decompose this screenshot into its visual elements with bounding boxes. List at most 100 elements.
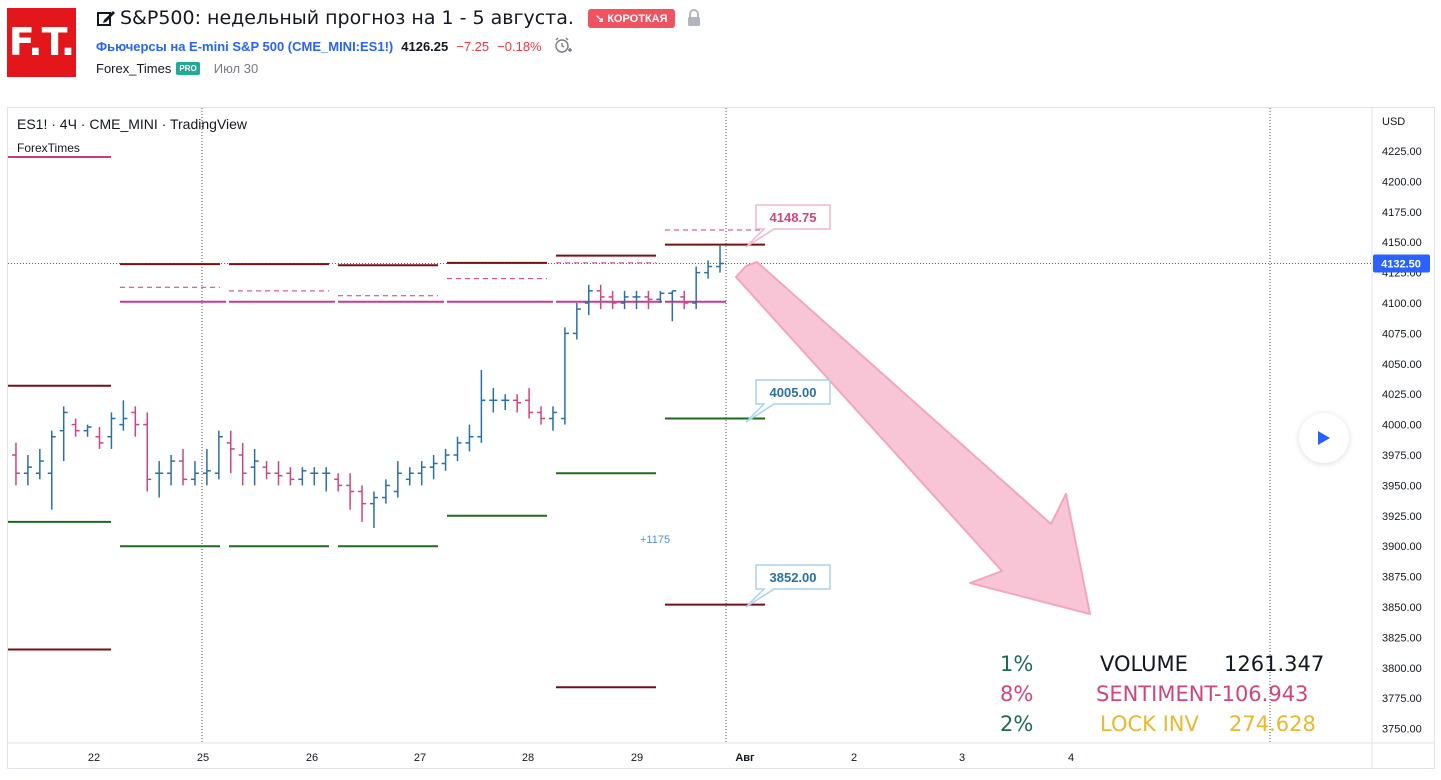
last-price-badge-text: 4132.50	[1381, 258, 1421, 270]
ohlc-bar	[11, 442, 20, 486]
forecast-arrow-shape	[735, 261, 1091, 615]
ohlc-bar	[35, 448, 44, 480]
stat-label: SENTIMENT	[1096, 682, 1218, 706]
ohlc-bar	[716, 244, 725, 273]
ohlc-bar	[298, 467, 307, 486]
author-name[interactable]: Forex_Times	[96, 61, 172, 76]
currency-label: USD	[1382, 116, 1405, 128]
last-price: 4126.25	[401, 38, 449, 54]
price-tick-label: 4025.00	[1382, 389, 1422, 401]
chart-frame[interactable]	[7, 107, 1435, 769]
ohlc-bar	[680, 290, 689, 310]
ohlc-bar	[608, 290, 617, 310]
short-badge: ↘ КОРОТКАЯ	[587, 8, 675, 28]
price-callout: 4148.75	[745, 204, 831, 248]
time-tick-label: 26	[306, 752, 318, 764]
ohlc-bar	[620, 290, 629, 310]
stat-percent: 1%	[1000, 652, 1034, 676]
play-button[interactable]	[1299, 413, 1349, 463]
time-tick-label: 22	[88, 752, 100, 764]
ohlc-bar	[417, 461, 426, 486]
ohlc-bar	[441, 448, 450, 471]
alarm-icon[interactable]	[554, 37, 572, 55]
chart-legend-indicator[interactable]: ForexTimes	[17, 141, 80, 155]
ohlc-bar	[596, 284, 605, 310]
ohlc-bar	[369, 491, 378, 528]
symbol-row: Фьючерсы на E-mini S&P 500 (CME_MINI:ES1…	[96, 37, 572, 55]
price-tick-label: 3825.00	[1382, 632, 1422, 644]
price-tick-label: 3750.00	[1382, 724, 1422, 736]
ohlc-bar	[71, 418, 80, 437]
idea-title: S&P500: недельный прогноз на 1 - 5 авгус…	[120, 7, 574, 29]
ohlc-bar	[560, 327, 569, 425]
ohlc-bar	[453, 436, 462, 462]
ohlc-bar	[59, 406, 68, 462]
stat-percent: 8%	[1000, 682, 1034, 706]
callout-text: 4005.00	[770, 385, 817, 400]
level-lines	[8, 156, 765, 689]
chart-legend-symbol[interactable]: ES1! · 4Ч · CME_MINI · TradingView	[17, 116, 248, 132]
stat-label: VOLUME	[1100, 652, 1188, 676]
ohlc-bar	[107, 412, 116, 449]
ohlc-bar	[668, 290, 677, 322]
idea-edit-icon	[96, 8, 116, 28]
ohlc-bar	[322, 467, 331, 492]
time-axis[interactable]: 22 25 26 27 28 29 Авг 2 3 4	[88, 752, 1074, 764]
ohlc-bar	[202, 448, 211, 486]
ohlc-bar	[155, 461, 164, 498]
ohlc-bar	[179, 448, 188, 486]
callout-box	[745, 564, 831, 608]
ohlc-bar	[537, 406, 546, 425]
price-tick-label: 4175.00	[1382, 207, 1422, 219]
time-tick-label: 29	[631, 752, 643, 764]
ohlc-bar	[83, 424, 92, 437]
ohlc-bar	[346, 473, 355, 510]
price-callout: 4005.00	[745, 379, 831, 423]
time-tick-label: 25	[197, 752, 209, 764]
stat-percent: 2%	[1000, 712, 1034, 736]
annotation-count: +1175	[640, 534, 670, 546]
price-tick-label: 3975.00	[1382, 450, 1422, 462]
ohlc-bar	[513, 394, 522, 413]
price-tick-label: 4200.00	[1382, 176, 1422, 188]
time-tick-label: 2	[851, 752, 857, 764]
price-change: −7.25	[456, 38, 490, 54]
author-row: Forex_Times PRO Июл 30	[96, 61, 258, 76]
ohlc-bar	[47, 430, 56, 510]
ohlc-bar	[119, 400, 128, 431]
ohlc-bar	[23, 455, 32, 486]
stat-value: 1261.347	[1224, 652, 1325, 676]
ohlc-bar	[131, 406, 140, 437]
price-tick-label: 3925.00	[1382, 511, 1422, 523]
ohlc-bar	[190, 461, 199, 486]
pro-badge: PRO	[176, 62, 200, 75]
price-tick-label: 3775.00	[1382, 693, 1422, 705]
ohlc-bar	[358, 485, 367, 522]
ohlc-bar	[167, 455, 176, 486]
price-axis[interactable]: USD4225.004200.004175.004150.004125.0041…	[1373, 116, 1430, 736]
price-tick-label: 4225.00	[1382, 146, 1422, 158]
stat-value: -106.943	[1214, 682, 1309, 706]
author-logo[interactable]: F.T.	[7, 8, 76, 77]
callout-text: 3852.00	[770, 570, 817, 585]
ohlc-bar	[584, 284, 593, 316]
ohlc-bar	[334, 473, 343, 492]
price-tick-label: 4050.00	[1382, 359, 1422, 371]
time-tick-label: 27	[414, 752, 426, 764]
ohlc-bar	[692, 266, 701, 310]
price-tick-label: 4100.00	[1382, 298, 1422, 310]
ohlc-bar	[381, 479, 390, 504]
idea-title-row: S&P500: недельный прогноз на 1 - 5 авгус…	[96, 6, 701, 30]
ohlc-bars	[11, 244, 725, 528]
ohlc-bar	[310, 467, 319, 486]
ohlc-bar	[238, 442, 247, 486]
ohlc-bar	[465, 424, 474, 452]
ohlc-bar	[95, 427, 104, 449]
symbol-link[interactable]: Фьючерсы на E-mini S&P 500 (CME_MINI:ES1…	[96, 38, 394, 54]
time-tick-label: 28	[522, 752, 534, 764]
price-tick-label: 4075.00	[1382, 328, 1422, 340]
ohlc-bar	[644, 290, 653, 310]
price-callouts: 4148.75 4005.00 3852.00 +1175	[640, 204, 831, 608]
ohlc-bar	[572, 303, 581, 340]
